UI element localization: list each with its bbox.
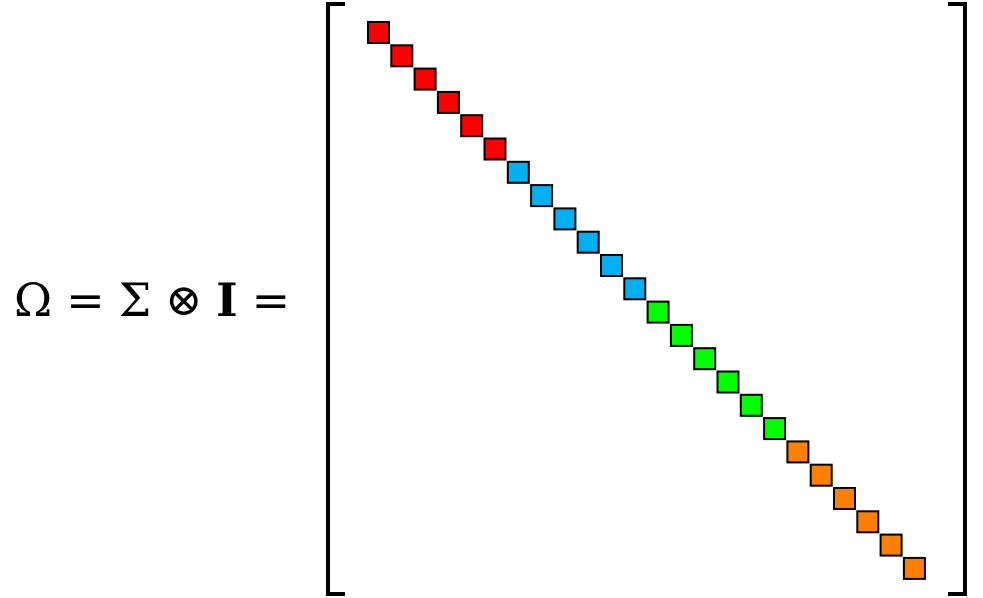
identity-symbol: I [216, 273, 238, 327]
left-bracket [326, 2, 345, 596]
diagonal-cell-block-4 [786, 440, 810, 464]
diagonal-cell-block-4 [833, 487, 856, 510]
diagonal-cell-block-2 [600, 254, 623, 277]
diagonal-cell-block-2 [623, 277, 647, 301]
diagonal-cell-block-1 [390, 44, 414, 68]
diagonal-cell-block-3 [763, 417, 787, 441]
diagonal-cell-block-1 [413, 67, 437, 91]
diagonal-cells [367, 21, 926, 580]
diagonal-cell-block-1 [367, 21, 390, 44]
diagonal-cell-block-1 [460, 114, 484, 138]
diagonal-cell-block-3 [693, 347, 717, 371]
right-bracket [948, 2, 967, 596]
diagonal-cell-block-3 [716, 370, 740, 394]
diagonal-cell-block-2 [506, 160, 530, 184]
diagonal-cell-block-3 [669, 323, 693, 347]
kronecker-product-symbol: ⊗ [165, 274, 203, 326]
equals-sign-2: = [251, 273, 291, 327]
diagonal-cell-block-2 [530, 184, 554, 208]
equation: Ω = Σ ⊗ I = [14, 268, 304, 332]
diagonal-cell-block-1 [483, 137, 507, 161]
diagonal-cell-block-4 [879, 533, 903, 557]
diagonal-cell-block-3 [739, 393, 763, 417]
sigma-symbol: Σ [118, 273, 152, 327]
diagonal-cell-block-1 [436, 90, 460, 114]
diagonal-cell-block-3 [646, 300, 670, 324]
diagonal-cell-block-2 [576, 230, 600, 254]
diagonal-cell-block-2 [553, 207, 577, 231]
diagonal-cell-block-4 [902, 556, 926, 580]
diagonal-cell-block-4 [809, 463, 833, 487]
diagonal-cell-block-4 [856, 510, 880, 534]
omega-symbol: Ω [14, 273, 53, 327]
equals-sign-1: = [66, 273, 105, 327]
